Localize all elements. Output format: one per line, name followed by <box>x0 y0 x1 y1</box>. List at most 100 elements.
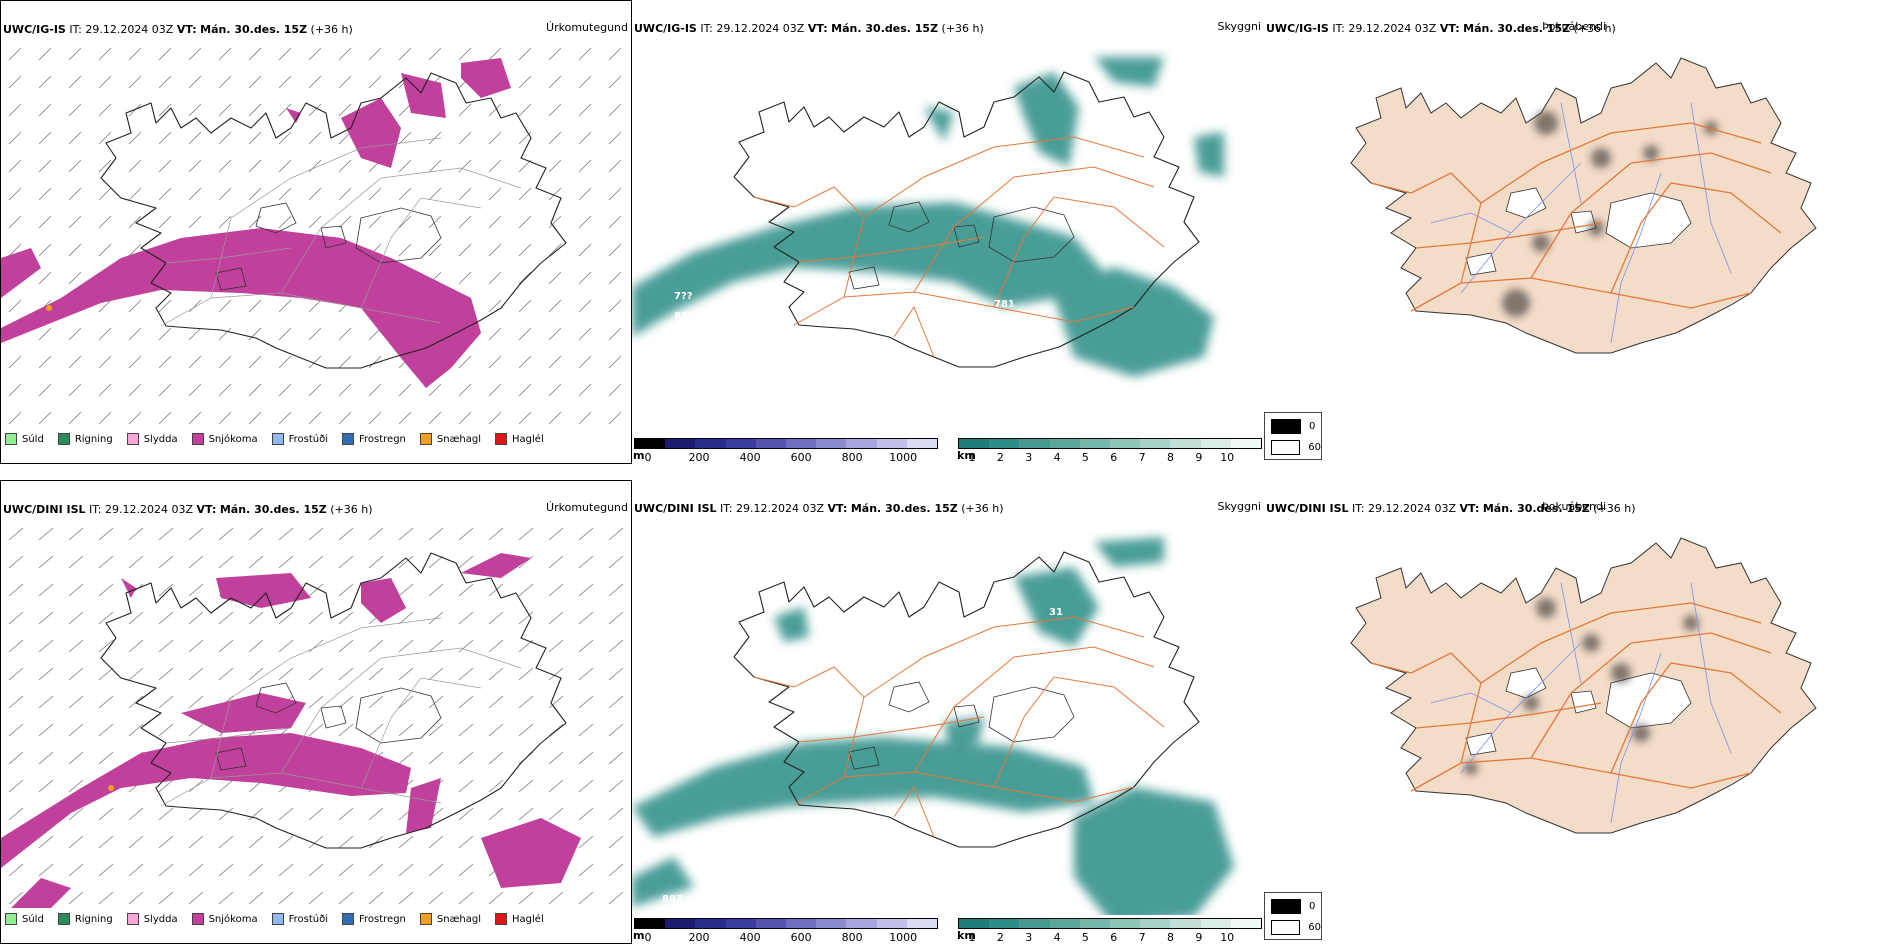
wind-barb <box>368 891 384 905</box>
legend-label: Frostregn <box>359 433 406 445</box>
visibility-value-label: 781 <box>994 299 1015 310</box>
wind-barb <box>428 527 444 541</box>
wind-barb <box>278 75 292 89</box>
wind-barb <box>98 555 114 569</box>
colorbar-swatch <box>635 919 666 928</box>
wind-barb <box>248 131 262 145</box>
colorbar-swatch <box>989 439 1020 448</box>
wind-barb <box>308 215 322 229</box>
wind-barb <box>368 723 384 737</box>
wind-barb <box>608 695 624 709</box>
wind-barb <box>548 243 562 257</box>
river <box>1610 652 1662 824</box>
wind-barb <box>68 751 84 765</box>
colorbar-swatch <box>876 439 907 448</box>
wind-barb <box>8 411 22 425</box>
wind-barb <box>608 583 624 597</box>
glacier-outline <box>953 224 980 248</box>
wind-barb <box>8 583 24 597</box>
colorbar-tick-label: 9 <box>1195 451 1203 464</box>
wind-barb <box>248 891 264 905</box>
road <box>1530 152 1772 279</box>
legend-item: Rigning <box>57 433 113 445</box>
wind-barb <box>248 47 262 61</box>
wind-barb <box>398 383 412 397</box>
colorbar-tick-label: 600 <box>790 931 812 944</box>
wind-barb <box>308 527 324 541</box>
wind-barb <box>158 863 174 877</box>
wind-barb <box>548 779 564 793</box>
iceland-coastline <box>733 551 1200 848</box>
glacier <box>1505 187 1547 219</box>
visibility-map: 781 794 887 7?? <box>632 37 1264 435</box>
wind-barb <box>98 75 112 89</box>
wind-barb <box>338 159 352 173</box>
river <box>1560 102 1582 204</box>
road <box>1610 662 1782 774</box>
wind-barb <box>98 327 112 341</box>
road <box>793 291 1135 326</box>
wind-barb <box>248 383 262 397</box>
wind-barb <box>458 159 472 173</box>
wind-barb <box>218 411 232 425</box>
fog-panel-row2: UWC/DINI ISL IT: 29.12.2024 03Z VT: Mán.… <box>1264 480 1900 950</box>
wind-barb <box>368 383 382 397</box>
wind-barb <box>428 411 442 425</box>
wind-barb <box>98 891 114 905</box>
road <box>843 616 1145 778</box>
panel-header: UWC/DINI ISL IT: 29.12.2024 03Z VT: Mán.… <box>634 502 1004 515</box>
wind-barb <box>488 187 502 201</box>
river <box>1690 582 1732 754</box>
wind-barb <box>518 695 534 709</box>
iceland-coastline <box>100 72 567 369</box>
wind-barb <box>218 355 232 369</box>
wind-barb <box>8 243 22 257</box>
wind-barb <box>218 47 232 61</box>
legend-swatch <box>271 433 284 445</box>
wind-barb <box>8 131 22 145</box>
wind-barb <box>278 835 294 849</box>
wind-barb <box>398 835 414 849</box>
wind-barb <box>8 187 22 201</box>
wind-barb <box>128 723 144 737</box>
wind-barb <box>578 639 594 653</box>
road <box>1415 702 1602 729</box>
wind-barb <box>68 271 82 285</box>
panel-title: Úrkomutegund <box>546 21 628 34</box>
wind-barb <box>548 355 562 369</box>
wind-barb <box>548 187 562 201</box>
legend-swatch <box>57 913 70 925</box>
wind-barb <box>128 611 144 625</box>
wind-barb <box>398 243 412 257</box>
wind-barb <box>338 723 354 737</box>
wind-barb <box>518 807 534 821</box>
wind-barb <box>608 723 624 737</box>
snowfall-areas <box>1 58 511 388</box>
panel-title: Skyggni <box>1217 20 1261 33</box>
wind-barb <box>158 187 172 201</box>
wind-barb <box>218 667 234 681</box>
snowfall-area <box>181 693 306 733</box>
wind-barb <box>68 103 82 117</box>
wind-barb <box>458 807 474 821</box>
wind-barb <box>458 583 474 597</box>
wind-barb <box>338 639 354 653</box>
wind-barb <box>38 215 52 229</box>
fog-legend-low-swatch <box>1271 440 1301 455</box>
wind-barb <box>308 383 322 397</box>
legend-swatch <box>5 433 17 445</box>
legend-label: Snæhagl <box>436 433 482 445</box>
fog-panel-row1: UWC/IG-IS IT: 29.12.2024 03Z VT: Mán. 30… <box>1264 0 1900 470</box>
visibility-value-label: 794 <box>988 317 1009 328</box>
wind-barb <box>248 215 262 229</box>
wind-barb <box>548 695 564 709</box>
wind-barb <box>188 695 204 709</box>
low-visibility-area <box>774 607 809 642</box>
wind-barb <box>8 891 24 905</box>
wind-barb <box>158 695 174 709</box>
legend-item: Snæhagl <box>419 433 482 445</box>
wind-barb <box>578 159 592 173</box>
wind-barb <box>368 695 384 709</box>
wind-barb <box>488 411 502 425</box>
wind-barb <box>368 527 384 541</box>
